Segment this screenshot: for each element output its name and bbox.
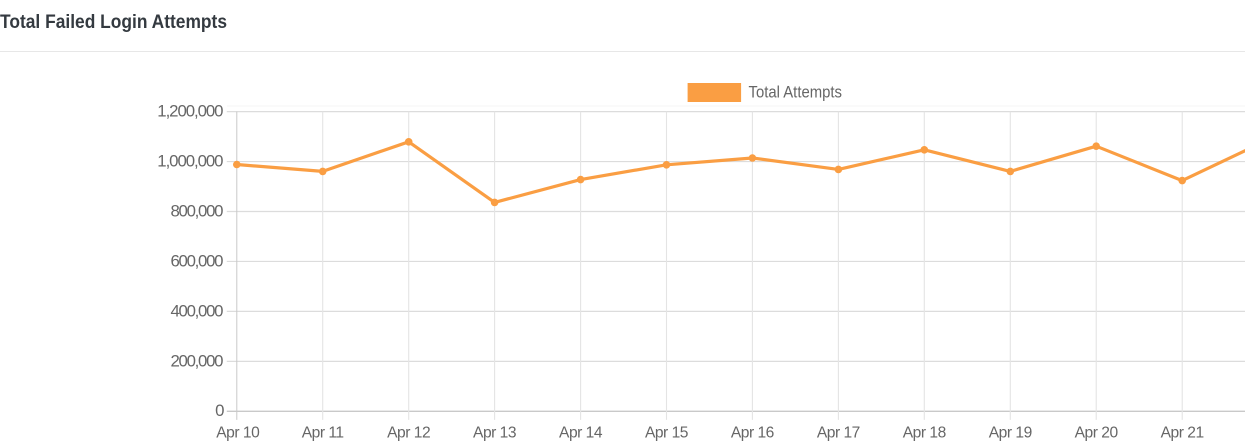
svg-text:600,000: 600,000 — [171, 251, 224, 270]
svg-text:Apr 10: Apr 10 — [216, 424, 260, 441]
svg-text:Apr 19: Apr 19 — [989, 424, 1033, 441]
svg-text:Apr 14: Apr 14 — [559, 424, 603, 441]
svg-text:Total Attempts: Total Attempts — [749, 83, 843, 102]
svg-text:Apr 18: Apr 18 — [903, 424, 947, 441]
svg-text:Apr 13: Apr 13 — [473, 424, 517, 441]
svg-text:Total Failed Login Attempts: Total Failed Login Attempts — [0, 12, 227, 33]
svg-text:1,000,000: 1,000,000 — [157, 152, 223, 171]
svg-text:Apr 21: Apr 21 — [1161, 424, 1205, 441]
svg-text:Apr 11: Apr 11 — [302, 424, 344, 441]
svg-text:400,000: 400,000 — [171, 301, 224, 320]
svg-text:Apr 12: Apr 12 — [387, 424, 431, 441]
svg-text:Apr 16: Apr 16 — [731, 424, 775, 441]
svg-text:Apr 20: Apr 20 — [1075, 424, 1119, 441]
svg-text:200,000: 200,000 — [171, 351, 224, 370]
svg-text:1,200,000: 1,200,000 — [157, 102, 223, 121]
svg-text:Apr 15: Apr 15 — [645, 424, 689, 441]
svg-text:800,000: 800,000 — [171, 201, 224, 220]
svg-text:Apr 17: Apr 17 — [817, 424, 861, 441]
svg-text:0: 0 — [215, 401, 224, 420]
